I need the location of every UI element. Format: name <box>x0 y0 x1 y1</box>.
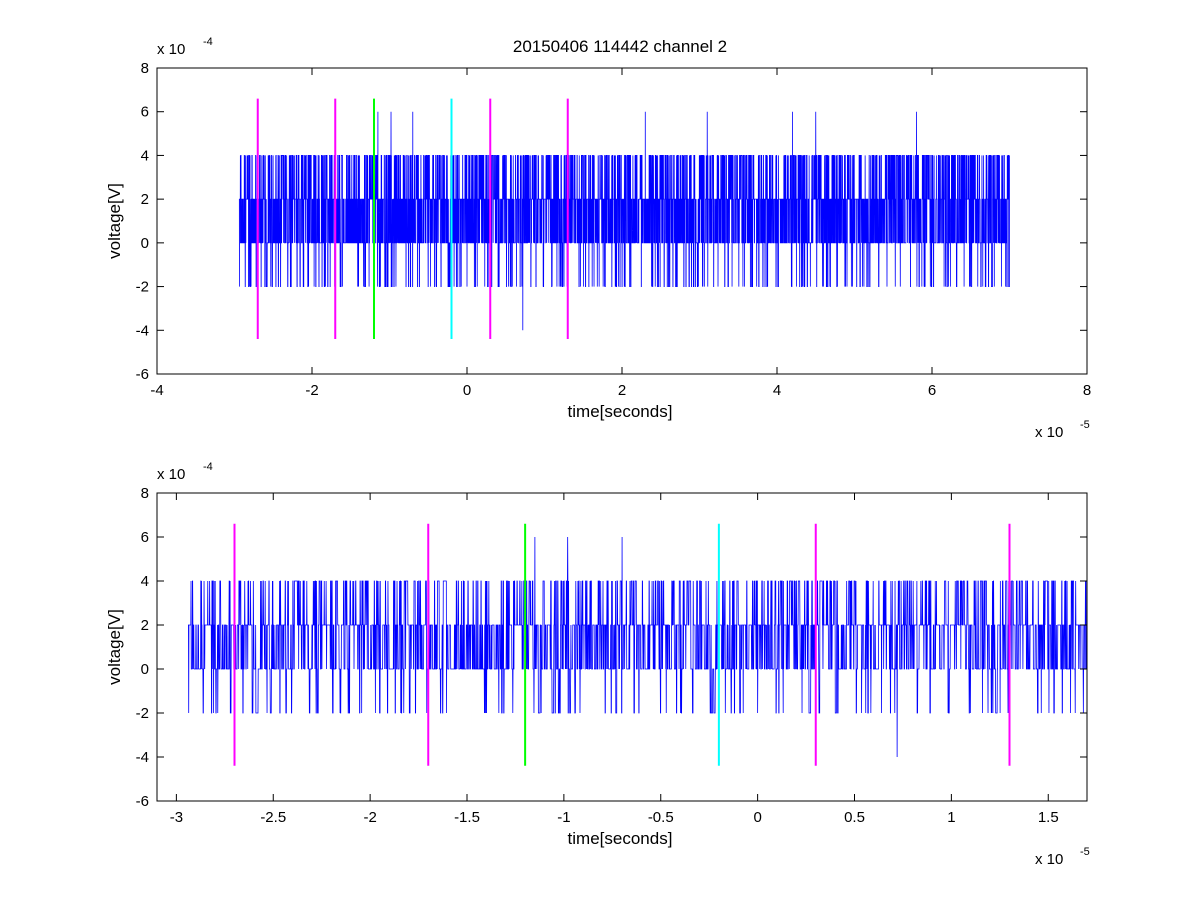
x-tick-label: 2 <box>618 382 626 399</box>
x-tick-label: -3 <box>170 809 183 826</box>
y-tick-label: 0 <box>141 661 149 678</box>
y-tick-label: 6 <box>141 529 149 546</box>
signal-trace <box>188 536 1087 758</box>
y-exponent-label: x 10 <box>157 466 185 483</box>
x-exponent-label: x 10 <box>1035 424 1063 441</box>
x-tick-label: -1 <box>557 809 570 826</box>
x-tick-label: 0 <box>463 382 471 399</box>
y-tick-label: 8 <box>141 485 149 502</box>
figure-title: 20150406 114442 channel 2 <box>513 37 727 56</box>
x-tick-label: 1 <box>947 809 955 826</box>
y-tick-label: -4 <box>136 749 149 766</box>
bottom-plot: -3 -2.5 -2 -1.5 -1 -0.5 0 0.5 1 1.5 -6 -4 -2 0 2 4 6 8 tim… <box>105 461 1090 868</box>
x-tick-label: -1.5 <box>454 809 480 826</box>
axes-box <box>156 492 1088 802</box>
x-tick-label: 0.5 <box>844 809 865 826</box>
y-tick-label: -2 <box>136 705 149 722</box>
y-tick-label: 4 <box>141 147 149 164</box>
x-tick-label: 1.5 <box>1038 809 1059 826</box>
x-tick-label: -2 <box>363 809 376 826</box>
x-axis-label: time[seconds] <box>568 829 673 848</box>
x-tick-label: -0.5 <box>648 809 674 826</box>
y-tick-label: -2 <box>136 279 149 296</box>
y-exponent-label: x 10 <box>157 41 185 58</box>
x-tick-label: 4 <box>773 382 781 399</box>
x-exponent-power: -5 <box>1080 419 1090 431</box>
y-tick-label: -4 <box>136 322 149 339</box>
x-tick-label: 6 <box>928 382 936 399</box>
y-exponent-power: -4 <box>203 36 213 48</box>
y-tick-label: 2 <box>141 191 149 208</box>
y-axis-label: voltage[V] <box>105 183 124 259</box>
x-exponent-label: x 10 <box>1035 851 1063 868</box>
x-tick-label: 0 <box>753 809 761 826</box>
y-tick-label: -6 <box>136 793 149 810</box>
x-tick-label: -2.5 <box>260 809 286 826</box>
y-exponent-power: -4 <box>203 461 213 473</box>
x-tick-label: 8 <box>1083 382 1091 399</box>
signal-trace <box>238 111 1010 331</box>
y-axis-label: voltage[V] <box>105 609 124 685</box>
y-tick-label: 0 <box>141 235 149 252</box>
x-tick-label: -4 <box>150 382 163 399</box>
top-plot: -4 -2 0 2 4 6 8-6-4-202468time[seconds]voltage… <box>105 36 1091 441</box>
y-tick-label: 8 <box>141 60 149 77</box>
x-exponent-power: -5 <box>1080 846 1090 858</box>
y-tick-label: -6 <box>136 366 149 383</box>
y-tick-label: 6 <box>141 104 149 121</box>
x-tick-label: -2 <box>305 382 318 399</box>
y-tick-label: 2 <box>141 617 149 634</box>
y-tick-label: 4 <box>141 573 149 590</box>
x-axis-label: time[seconds] <box>568 402 673 421</box>
